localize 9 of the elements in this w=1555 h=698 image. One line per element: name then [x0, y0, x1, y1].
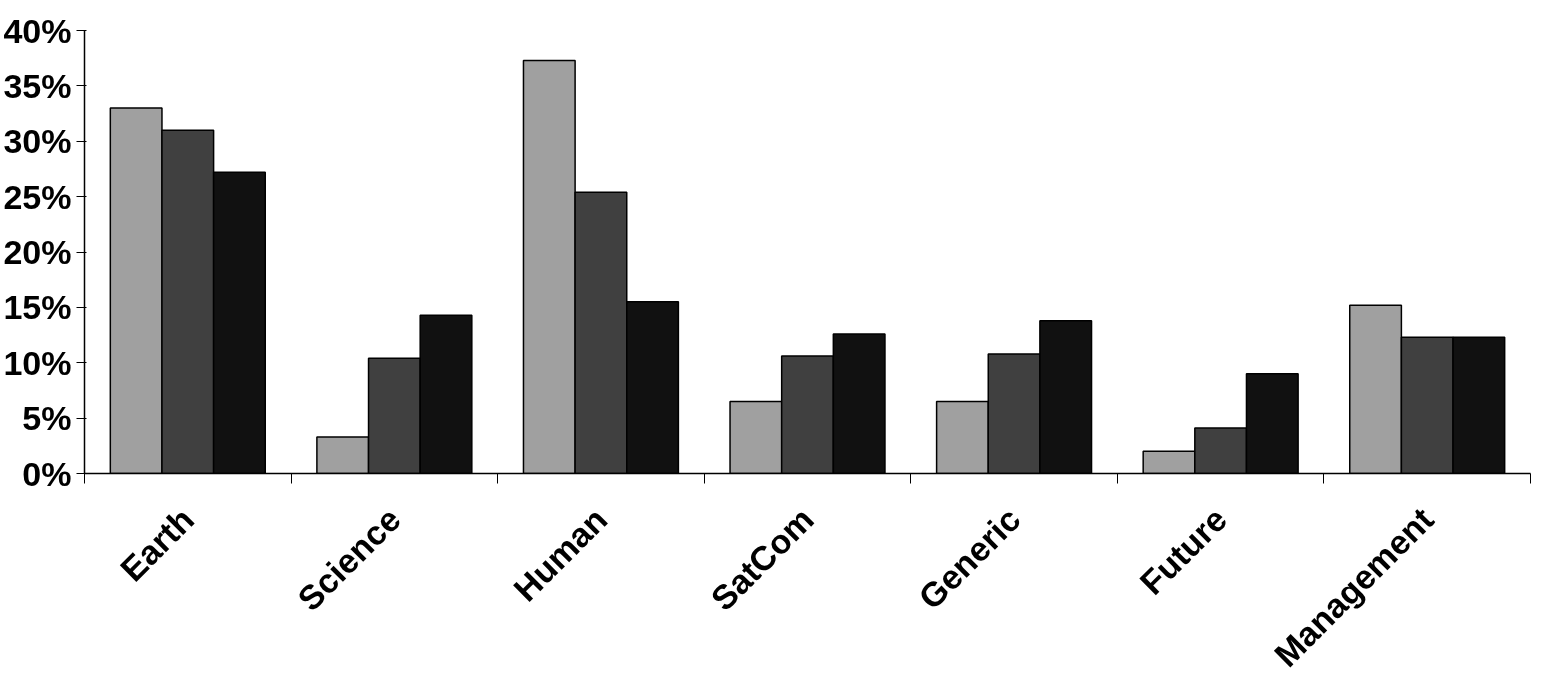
- y-tick-label: 30%: [3, 122, 72, 161]
- y-tick-label: 0%: [22, 454, 72, 493]
- y-tick-label: 20%: [3, 233, 72, 271]
- y-tick-label: 15%: [3, 288, 72, 327]
- y-tick-label: 40%: [3, 11, 72, 50]
- y-tick-label: 10%: [3, 343, 72, 382]
- y-tick-label: 25%: [3, 177, 72, 216]
- y-tick-label: 35%: [3, 66, 72, 105]
- y-tick-label: 5%: [22, 399, 72, 438]
